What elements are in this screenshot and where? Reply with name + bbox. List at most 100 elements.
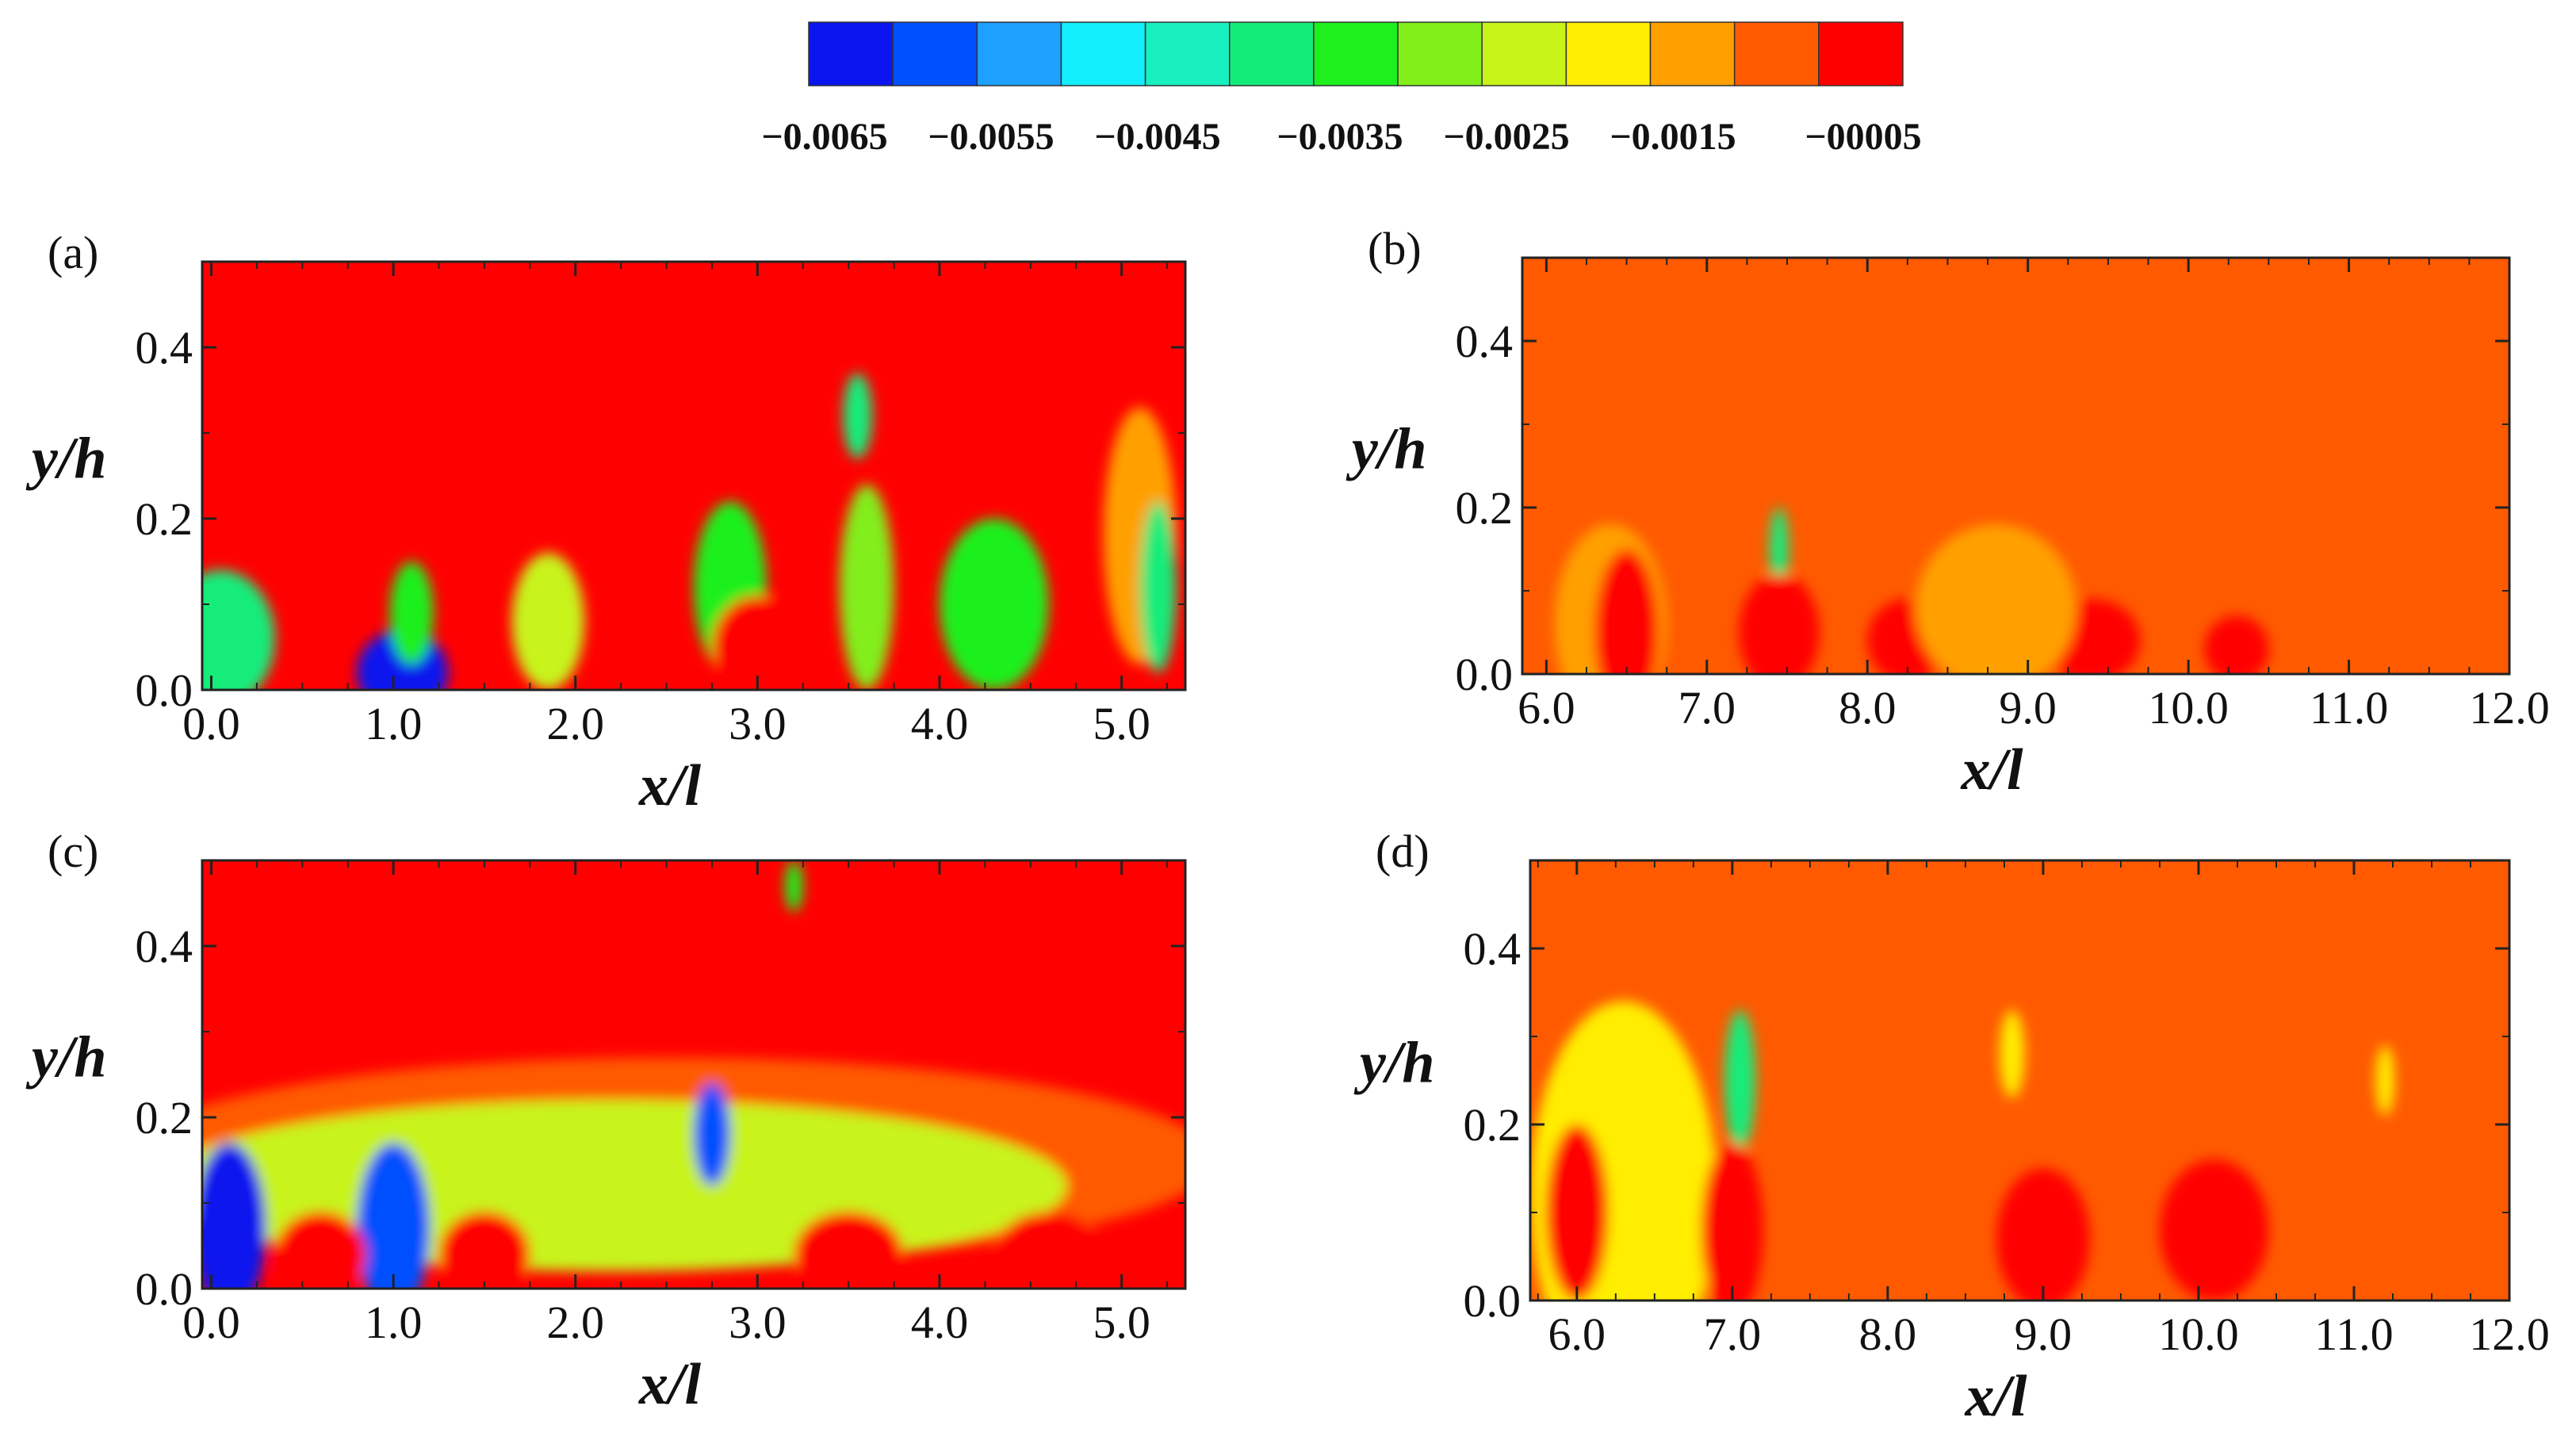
colorbar-tick-label: −0.0035 <box>1277 116 1403 158</box>
contour-region <box>202 569 275 690</box>
contour-region <box>1996 1168 2090 1301</box>
x-tick-label: 8.0 <box>1839 682 1897 734</box>
x-tick-label: 5.0 <box>1093 1297 1150 1348</box>
colorbar-tick-label: −0.0055 <box>928 116 1054 158</box>
x-tick-label: 0.0 <box>182 698 240 749</box>
contour-region <box>2375 1045 2394 1116</box>
contour-region <box>940 519 1049 690</box>
colorbar-cell <box>892 21 978 86</box>
x-tick-label: 10.0 <box>2158 1308 2239 1360</box>
contour-region <box>389 561 434 665</box>
panel-label: (c) <box>48 826 98 877</box>
x-axis-label: x/l <box>1960 737 2023 803</box>
colorbar-cells <box>808 21 1904 86</box>
colorbar-cell <box>808 21 894 86</box>
contour-region <box>438 1211 530 1289</box>
x-tick-label: 2.0 <box>546 698 604 749</box>
contour-region <box>1701 1142 1764 1301</box>
x-tick-label: 2.0 <box>546 1297 604 1348</box>
x-tick-label: 7.0 <box>1704 1308 1762 1360</box>
x-axis-label: x/l <box>638 753 702 818</box>
colorbar-tick-label: −0.0025 <box>1443 116 1569 158</box>
contour-region <box>839 484 894 690</box>
contour-region <box>784 860 803 912</box>
colorbar: −0.0065 −0.0055 −0.0045 −0.0035 −0.0025 … <box>761 21 1922 158</box>
colorbar-cell <box>1144 21 1231 86</box>
contour-region <box>1594 549 1659 674</box>
panel-label: (b) <box>1368 223 1422 274</box>
x-tick-label: 4.0 <box>911 698 969 749</box>
contour-region <box>1769 508 1789 591</box>
x-tick-label: 11.0 <box>2314 1308 2393 1360</box>
contour-region <box>1916 524 2076 674</box>
colorbar-cell <box>1649 21 1736 86</box>
y-tick-label: 0.4 <box>1464 923 1521 975</box>
colorbar-cell <box>1565 21 1652 86</box>
x-tick-label: 1.0 <box>365 1297 423 1348</box>
y-tick-label: 0.2 <box>1464 1099 1521 1151</box>
y-tick-label: 0.2 <box>1456 482 1514 534</box>
panel-c: 0.0 1.0 2.0 3.0 4.0 5.0 0.0 0.2 0.4 x/l y/h (c) <box>25 826 1187 1417</box>
y-tick-label: 0.0 <box>136 665 193 716</box>
y-tick-label: 0.0 <box>1456 649 1514 700</box>
x-tick-label: 10.0 <box>2148 682 2229 734</box>
contour-region <box>843 373 873 459</box>
x-tick-label: 9.0 <box>2015 1308 2073 1360</box>
plot-frame <box>1529 859 2511 1302</box>
panel-label: (a) <box>48 227 98 278</box>
contour-region <box>1545 1124 1609 1301</box>
x-tick-label: 0.0 <box>182 1297 240 1348</box>
y-axis-label: y/h <box>1345 417 1427 482</box>
contour-region <box>2204 615 2269 674</box>
contour-region <box>711 596 803 690</box>
x-tick-label: 4.0 <box>911 1297 969 1348</box>
contour-region <box>993 1211 1104 1289</box>
plot-frame <box>1521 256 2511 676</box>
x-tick-label: 12.0 <box>2469 682 2550 734</box>
panel-d: 6.0 7.0 8.0 9.0 10.0 11.0 12.0 0.0 0.2 0.4 x/l y/h (… <box>1353 826 2550 1429</box>
colorbar-cell <box>1060 21 1146 86</box>
contour-region <box>357 1143 431 1289</box>
x-tick-label: 1.0 <box>365 698 423 749</box>
panel-b: 6.0 7.0 8.0 9.0 10.0 11.0 12.0 0.0 0.2 0.4 x/l y/h (… <box>1345 223 2550 803</box>
x-tick-label: 6.0 <box>1548 1308 1606 1360</box>
contour-region <box>1724 1009 1756 1151</box>
colorbar-cell <box>1733 21 1820 86</box>
x-tick-label: 3.0 <box>729 698 787 749</box>
x-axis-label: x/l <box>638 1352 702 1417</box>
x-tick-label: 5.0 <box>1093 698 1150 749</box>
x-tick-label: 12.0 <box>2469 1308 2550 1360</box>
colorbar-cell <box>1229 21 1315 86</box>
x-tick-label: 9.0 <box>1999 682 2057 734</box>
y-tick-label: 0.4 <box>136 322 193 373</box>
colorbar-cell <box>976 21 1062 86</box>
y-tick-label: 0.2 <box>136 1092 193 1143</box>
colorbar-tick-labels: −0.0065 −0.0055 −0.0045 −0.0035 −0.0025 … <box>761 116 1921 158</box>
y-tick-label: 0.4 <box>136 921 193 972</box>
x-tick-label: 8.0 <box>1859 1308 1917 1360</box>
colorbar-tick-label: −00005 <box>1805 116 1921 158</box>
x-axis-label: x/l <box>1964 1364 2027 1429</box>
plot-frame <box>201 260 1187 691</box>
y-tick-label: 0.2 <box>136 493 193 545</box>
y-axis-label: y/h <box>1353 1030 1435 1095</box>
y-tick-label: 0.0 <box>1464 1275 1521 1327</box>
colorbar-tick-label: −0.0065 <box>761 116 887 158</box>
colorbar-cell <box>1481 21 1567 86</box>
contour-region <box>511 553 585 690</box>
contour-region <box>1139 501 1177 673</box>
x-tick-label: 7.0 <box>1678 682 1736 734</box>
panel-label: (d) <box>1376 826 1430 877</box>
x-tick-label: 11.0 <box>2310 682 2388 734</box>
colorbar-tick-label: −0.0015 <box>1610 116 1736 158</box>
contour-region <box>794 1211 904 1289</box>
contour-region <box>202 1143 266 1289</box>
colorbar-cell <box>1818 21 1904 86</box>
x-tick-label: 3.0 <box>729 1297 787 1348</box>
contour-region <box>2159 1159 2269 1301</box>
colorbar-cell <box>1397 21 1483 86</box>
contour-region <box>274 1211 366 1289</box>
y-axis-label: y/h <box>25 426 107 491</box>
contour-region <box>694 1082 730 1186</box>
